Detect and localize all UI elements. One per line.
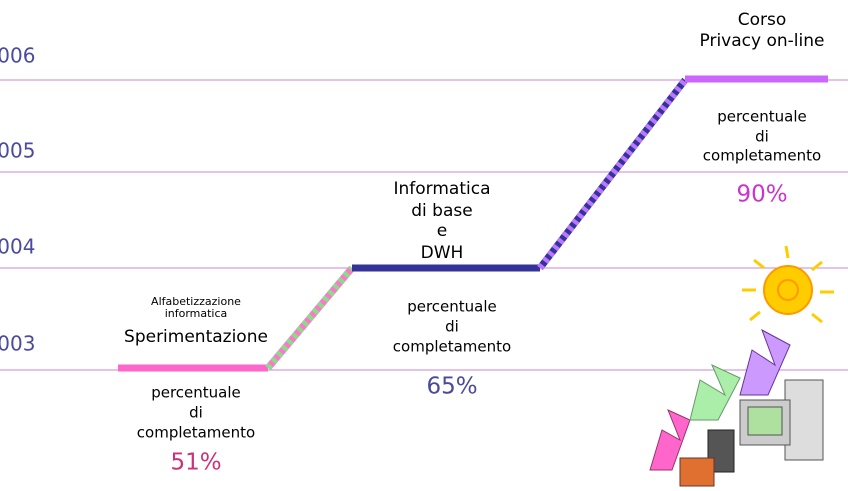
stage-title: Privacy on-line [700,31,825,51]
caption: completamento [393,338,511,356]
clipart [650,246,834,486]
stage-title: e [437,221,447,241]
sun [764,266,812,314]
year-label: 2006 [0,44,35,68]
percent: 65% [426,374,477,400]
caption: di [445,318,459,336]
percent: 51% [170,450,221,476]
figure-green [690,365,740,420]
year-label: 2004 [0,235,35,259]
caption: completamento [703,147,821,165]
percent: 90% [736,182,787,208]
figure-purple [740,330,790,395]
year-label: 2005 [0,139,35,163]
abacus [680,458,714,486]
computer-tower [785,380,823,460]
stage-title: Corso [738,10,787,30]
caption: di [755,128,769,146]
screen [748,407,782,435]
stage-subtitle: informatica [165,307,228,320]
caption: completamento [137,424,255,442]
slide: 2006200520042003Alfabetizzazioneinformat… [0,0,848,491]
stage-title: di base [411,201,472,221]
caption: percentuale [407,298,497,316]
stage-title: Informatica [394,179,491,199]
year-label: 2003 [0,332,35,356]
stage-title: Sperimentazione [124,327,268,347]
stage-title: DWH [421,243,464,263]
caption: percentuale [151,384,241,402]
caption: percentuale [717,108,807,126]
caption: di [189,404,203,422]
